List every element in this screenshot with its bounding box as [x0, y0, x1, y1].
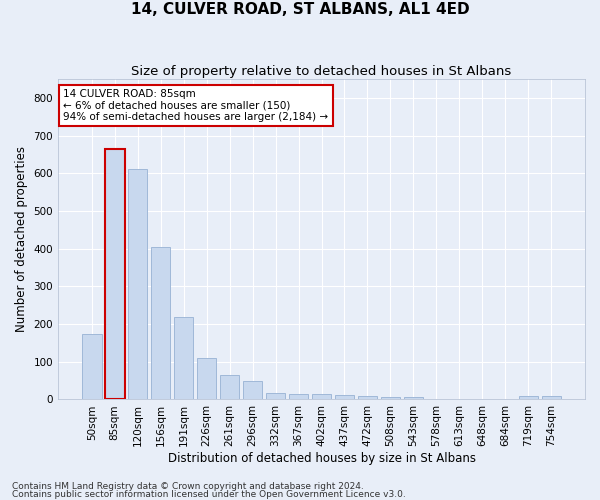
- Bar: [380, 397, 400, 400]
- Bar: [404, 397, 423, 400]
- Bar: [312, 394, 331, 400]
- Bar: [289, 394, 308, 400]
- Bar: [518, 396, 538, 400]
- Bar: [105, 149, 125, 400]
- Bar: [174, 318, 193, 400]
- Bar: [128, 169, 148, 400]
- Bar: [220, 375, 239, 400]
- Bar: [151, 247, 170, 400]
- Text: 14, CULVER ROAD, ST ALBANS, AL1 4ED: 14, CULVER ROAD, ST ALBANS, AL1 4ED: [131, 2, 469, 18]
- X-axis label: Distribution of detached houses by size in St Albans: Distribution of detached houses by size …: [167, 452, 476, 465]
- Text: 14 CULVER ROAD: 85sqm
← 6% of detached houses are smaller (150)
94% of semi-deta: 14 CULVER ROAD: 85sqm ← 6% of detached h…: [64, 89, 328, 122]
- Y-axis label: Number of detached properties: Number of detached properties: [15, 146, 28, 332]
- Bar: [335, 395, 354, 400]
- Bar: [197, 358, 217, 400]
- Text: Contains public sector information licensed under the Open Government Licence v3: Contains public sector information licen…: [12, 490, 406, 499]
- Bar: [358, 396, 377, 400]
- Bar: [82, 334, 101, 400]
- Bar: [243, 382, 262, 400]
- Title: Size of property relative to detached houses in St Albans: Size of property relative to detached ho…: [131, 65, 512, 78]
- Bar: [266, 393, 286, 400]
- Bar: [542, 396, 561, 400]
- Text: Contains HM Land Registry data © Crown copyright and database right 2024.: Contains HM Land Registry data © Crown c…: [12, 482, 364, 491]
